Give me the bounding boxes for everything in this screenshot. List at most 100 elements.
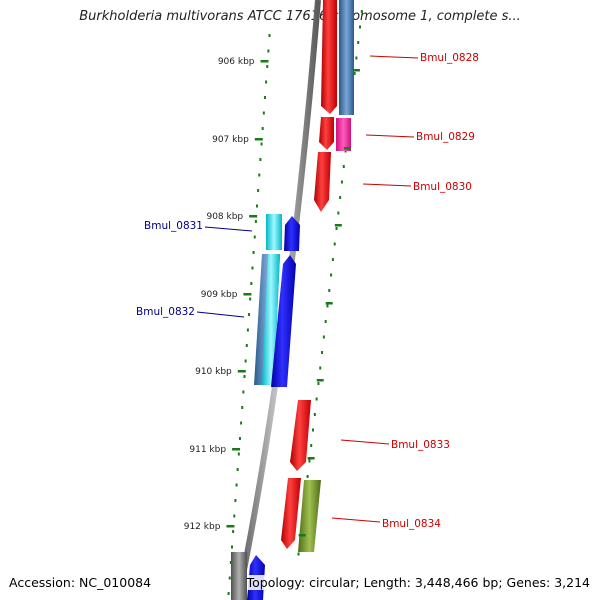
- major-tick: [243, 293, 252, 296]
- minor-tick: [244, 359, 247, 363]
- major-tick: [352, 69, 360, 72]
- minor-tick: [245, 344, 248, 347]
- minor-tick: [355, 56, 358, 60]
- gene-label-bmul-0828[interactable]: Bmul_0828: [420, 52, 479, 64]
- minor-tick: [265, 80, 268, 84]
- minor-tick: [315, 397, 318, 401]
- gene-label-bmul-0832[interactable]: Bmul_0832: [136, 306, 195, 318]
- minor-tick: [310, 444, 313, 447]
- minor-tick: [242, 390, 245, 394]
- gene-bmul-0834-arrow[interactable]: [281, 478, 301, 549]
- minor-tick: [340, 180, 343, 184]
- tick-label: 912 kbp: [184, 522, 221, 532]
- major-tick: [316, 379, 324, 382]
- tick-label: 911 kbp: [189, 445, 226, 455]
- minor-tick: [339, 196, 342, 199]
- minor-tick: [228, 576, 231, 580]
- minor-tick: [238, 437, 241, 440]
- minor-tick: [262, 111, 265, 115]
- minor-tick: [249, 297, 252, 301]
- minor-tick: [246, 328, 249, 332]
- minor-tick: [263, 96, 266, 99]
- minor-tick: [357, 41, 360, 44]
- ruler-major-ticks: 906 kbp 907 kbp 908 kbp 909 kbp 910 kbp 911 k…: [184, 57, 360, 537]
- minor-tick: [257, 189, 260, 192]
- minor-tick: [254, 220, 257, 223]
- major-tick: [249, 215, 258, 218]
- major-tick: [260, 60, 269, 63]
- minor-tick: [308, 459, 311, 463]
- minor-tick: [227, 592, 230, 595]
- genome-stats-text: Topology: circular; Length: 3,448,466 bp…: [246, 575, 590, 590]
- gene-bmul-0830-arrow[interactable]: [314, 152, 331, 212]
- minor-tick: [297, 552, 300, 556]
- minor-tick: [312, 428, 315, 432]
- minor-tick: [324, 320, 327, 323]
- gene-bmul-0832-arrow[interactable]: [271, 255, 296, 387]
- tick-label: 910 kbp: [195, 367, 232, 377]
- minor-tick: [253, 235, 256, 239]
- minor-tick: [268, 34, 271, 37]
- minor-tick: [330, 273, 333, 277]
- minor-tick: [337, 211, 340, 215]
- gene-bmul-0829-arrow[interactable]: [319, 117, 334, 150]
- gene-label-leader: [340, 439, 390, 445]
- minor-tick: [243, 375, 246, 378]
- gene-labels: Bmul_0828 Bmul_0829 Bmul_0830 Bmul_0831 Bmul…: [136, 52, 479, 530]
- minor-tick: [248, 313, 251, 316]
- minor-tick: [319, 366, 322, 370]
- gene-bmul-0833-arrow[interactable]: [290, 400, 311, 471]
- minor-tick: [241, 406, 244, 409]
- gene-label-leader: [204, 226, 253, 232]
- major-tick: [254, 138, 263, 141]
- minor-tick: [250, 282, 253, 285]
- minor-tick: [251, 266, 254, 270]
- gene-label-leader: [369, 55, 419, 59]
- gene-label-bmul-0829[interactable]: Bmul_0829: [416, 131, 475, 143]
- minor-tick: [267, 49, 270, 53]
- minor-tick: [260, 142, 263, 146]
- tick-label: 908 kbp: [206, 212, 243, 222]
- minor-tick: [359, 25, 362, 29]
- major-tick: [298, 534, 306, 537]
- major-tick: [232, 448, 241, 451]
- minor-tick: [234, 499, 237, 502]
- minor-tick: [237, 452, 240, 456]
- gene-label-bmul-0833[interactable]: Bmul_0833: [391, 439, 450, 451]
- tick-label: 909 kbp: [201, 290, 238, 300]
- minor-tick: [321, 351, 324, 354]
- gene-label-bmul-0834[interactable]: Bmul_0834: [382, 518, 441, 530]
- minor-tick: [306, 475, 309, 478]
- gene-label-leader: [196, 311, 245, 318]
- minor-tick: [335, 227, 338, 230]
- tick-label: 906 kbp: [218, 57, 255, 67]
- minor-tick: [232, 530, 235, 533]
- minor-tick: [331, 258, 334, 261]
- minor-tick: [240, 421, 243, 425]
- minor-tick: [353, 72, 356, 75]
- gene-label-leader: [362, 183, 412, 187]
- minor-tick: [229, 561, 232, 564]
- minor-tick: [317, 382, 320, 385]
- minor-tick: [252, 251, 255, 254]
- minor-tick: [230, 545, 233, 549]
- minor-tick: [258, 173, 261, 177]
- major-tick: [334, 224, 342, 227]
- major-tick: [325, 302, 333, 305]
- cog-block: [336, 118, 351, 151]
- major-tick: [307, 457, 315, 460]
- minor-tick: [235, 483, 238, 487]
- gene-label-bmul-0830[interactable]: Bmul_0830: [413, 181, 472, 193]
- minor-tick: [261, 127, 264, 130]
- gene-label-bmul-0831[interactable]: Bmul_0831: [144, 220, 203, 232]
- minor-tick: [256, 204, 259, 208]
- gene-bmul-0828-arrow[interactable]: [321, 0, 337, 114]
- minor-tick: [322, 335, 325, 339]
- gene-bmul-0831-arrow[interactable]: [284, 216, 300, 251]
- minor-tick: [360, 10, 363, 13]
- gene-label-leader: [365, 134, 415, 138]
- minor-tick: [333, 242, 336, 246]
- major-tick: [226, 525, 235, 528]
- minor-tick: [266, 65, 269, 68]
